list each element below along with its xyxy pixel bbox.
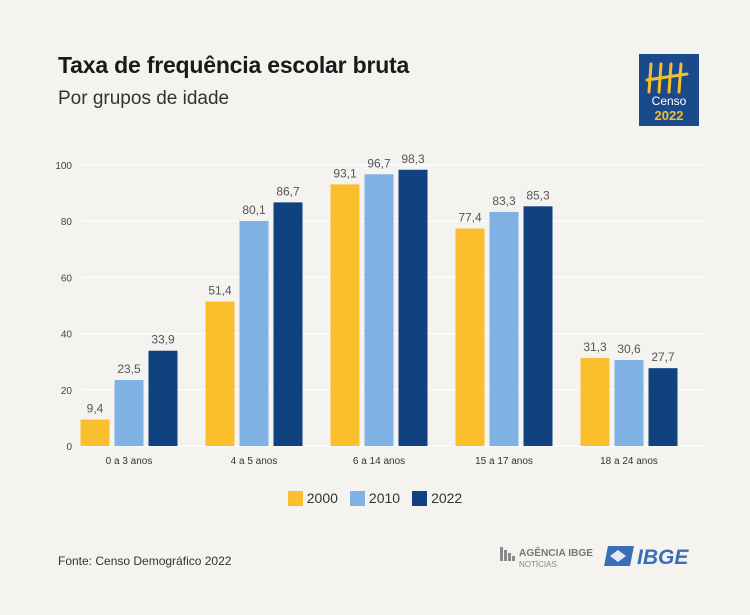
- y-tick-label: 100: [55, 161, 72, 172]
- data-label: 77,4: [458, 211, 482, 225]
- data-label: 93,1: [333, 166, 357, 180]
- data-label: 98,3: [401, 152, 425, 166]
- chart-title: Taxa de frequência escolar bruta: [58, 52, 410, 78]
- legend-item-2010: 2010: [349, 490, 401, 506]
- legend-label-2010: 2010: [368, 490, 401, 506]
- bar-2000-1: [205, 301, 235, 446]
- bar-2022-4: [648, 368, 678, 446]
- chart-legend: 2000 2010 2022: [0, 490, 750, 506]
- ibge-logo: IBGE: [604, 546, 689, 569]
- y-tick-label: 40: [61, 330, 73, 341]
- bar-2010-2: [364, 174, 394, 446]
- bar-2010-4: [614, 360, 644, 446]
- y-tick-label: 0: [66, 442, 72, 453]
- y-tick-label: 20: [61, 386, 73, 397]
- bar-2022-1: [273, 202, 303, 446]
- bar-2000-2: [330, 184, 360, 446]
- legend-item-2022: 2022: [412, 490, 462, 506]
- legend-swatch-2022: [412, 490, 428, 506]
- x-tick-label: 18 a 24 anos: [600, 456, 658, 467]
- agencia-ibge-noticias-logo: AGÊNCIA IBGE NOTÍCIAS: [500, 546, 593, 569]
- bar-2000-0: [80, 419, 110, 446]
- bar-2000-3: [455, 228, 485, 446]
- data-label: 33,9: [151, 333, 175, 347]
- bar-2000-4: [580, 358, 610, 446]
- data-label: 23,5: [117, 362, 141, 376]
- data-label: 30,6: [617, 342, 641, 356]
- legend-item-2000: 2000: [287, 490, 338, 506]
- x-tick-label: 4 a 5 anos: [231, 456, 278, 467]
- bar-2010-0: [114, 379, 144, 446]
- y-tick-label: 60: [61, 273, 73, 284]
- data-label: 51,4: [208, 284, 232, 298]
- bar-2022-2: [398, 169, 428, 447]
- data-label: 83,3: [492, 194, 516, 208]
- logo-text-year: 2022: [655, 108, 684, 123]
- data-label: 31,3: [583, 340, 607, 354]
- data-label: 27,7: [651, 350, 675, 364]
- bar-2010-1: [239, 220, 269, 446]
- x-tick-label: 0 a 3 anos: [106, 456, 153, 467]
- agencia-logo-bottom: NOTÍCIAS: [519, 560, 557, 569]
- legend-swatch-2000: [287, 490, 303, 506]
- source-note: Fonte: Censo Demográfico 2022: [58, 554, 232, 568]
- ibge-logo-text: IBGE: [637, 546, 689, 569]
- data-label: 80,1: [242, 203, 266, 217]
- x-tick-label: 15 a 17 anos: [475, 456, 533, 467]
- x-tick-label: 6 a 14 anos: [353, 456, 405, 467]
- bar-2010-3: [489, 211, 519, 446]
- bar-2022-3: [523, 206, 553, 446]
- y-tick-label: 80: [61, 217, 73, 228]
- legend-label-2022: 2022: [431, 490, 463, 506]
- logo-text-censo: Censo: [652, 94, 687, 108]
- chart-subtitle: Por grupos de idade: [58, 88, 230, 109]
- legend-swatch-2010: [349, 490, 365, 506]
- data-label: 9,4: [87, 402, 104, 416]
- bar-2022-0: [148, 350, 178, 446]
- censo-2022-logo: Censo 2022: [639, 54, 699, 126]
- agencia-logo-top: AGÊNCIA IBGE: [519, 546, 593, 559]
- data-label: 86,7: [276, 184, 300, 198]
- data-label: 96,7: [367, 156, 391, 170]
- data-label: 85,3: [526, 188, 550, 202]
- legend-label-2000: 2000: [306, 490, 338, 506]
